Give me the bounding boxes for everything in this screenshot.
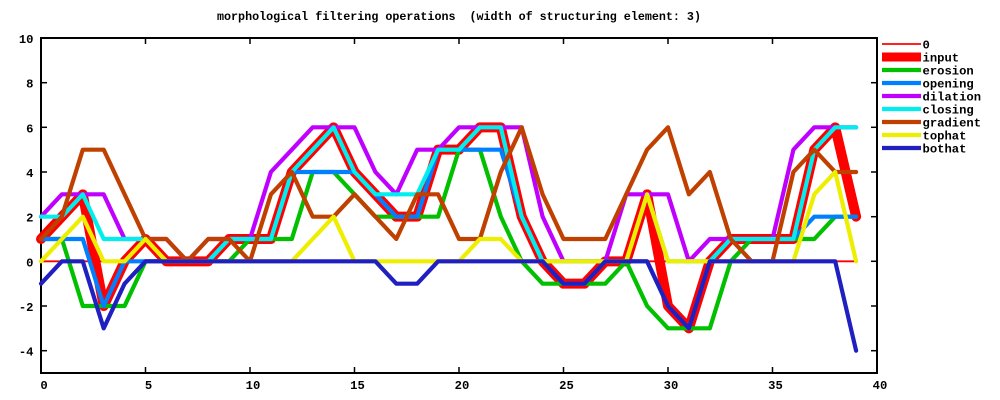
svg-text:20: 20 — [455, 379, 470, 393]
svg-text:10: 10 — [246, 379, 261, 393]
svg-text:closing: closing — [923, 104, 974, 118]
svg-text:25: 25 — [559, 379, 574, 393]
svg-text:-2: -2 — [19, 301, 34, 315]
svg-text:morphological filtering operat: morphological filtering operations (widt… — [217, 10, 701, 24]
svg-text:30: 30 — [664, 379, 679, 393]
svg-text:-4: -4 — [19, 346, 34, 360]
svg-text:2: 2 — [26, 212, 33, 226]
svg-text:35: 35 — [768, 379, 783, 393]
svg-text:input: input — [923, 52, 960, 66]
svg-text:5: 5 — [145, 379, 152, 393]
svg-text:0: 0 — [923, 39, 930, 53]
svg-text:0: 0 — [40, 379, 47, 393]
svg-text:10: 10 — [19, 33, 34, 47]
svg-text:40: 40 — [873, 379, 888, 393]
svg-text:8: 8 — [26, 78, 33, 92]
svg-text:dilation: dilation — [923, 91, 982, 105]
svg-text:4: 4 — [26, 167, 33, 181]
svg-text:opening: opening — [923, 78, 974, 92]
svg-text:erosion: erosion — [923, 65, 974, 79]
svg-text:6: 6 — [26, 122, 33, 136]
svg-text:0: 0 — [26, 256, 33, 270]
svg-text:gradient: gradient — [923, 117, 982, 131]
svg-text:15: 15 — [350, 379, 365, 393]
svg-text:bothat: bothat — [923, 143, 967, 157]
svg-text:tophat: tophat — [923, 130, 967, 144]
